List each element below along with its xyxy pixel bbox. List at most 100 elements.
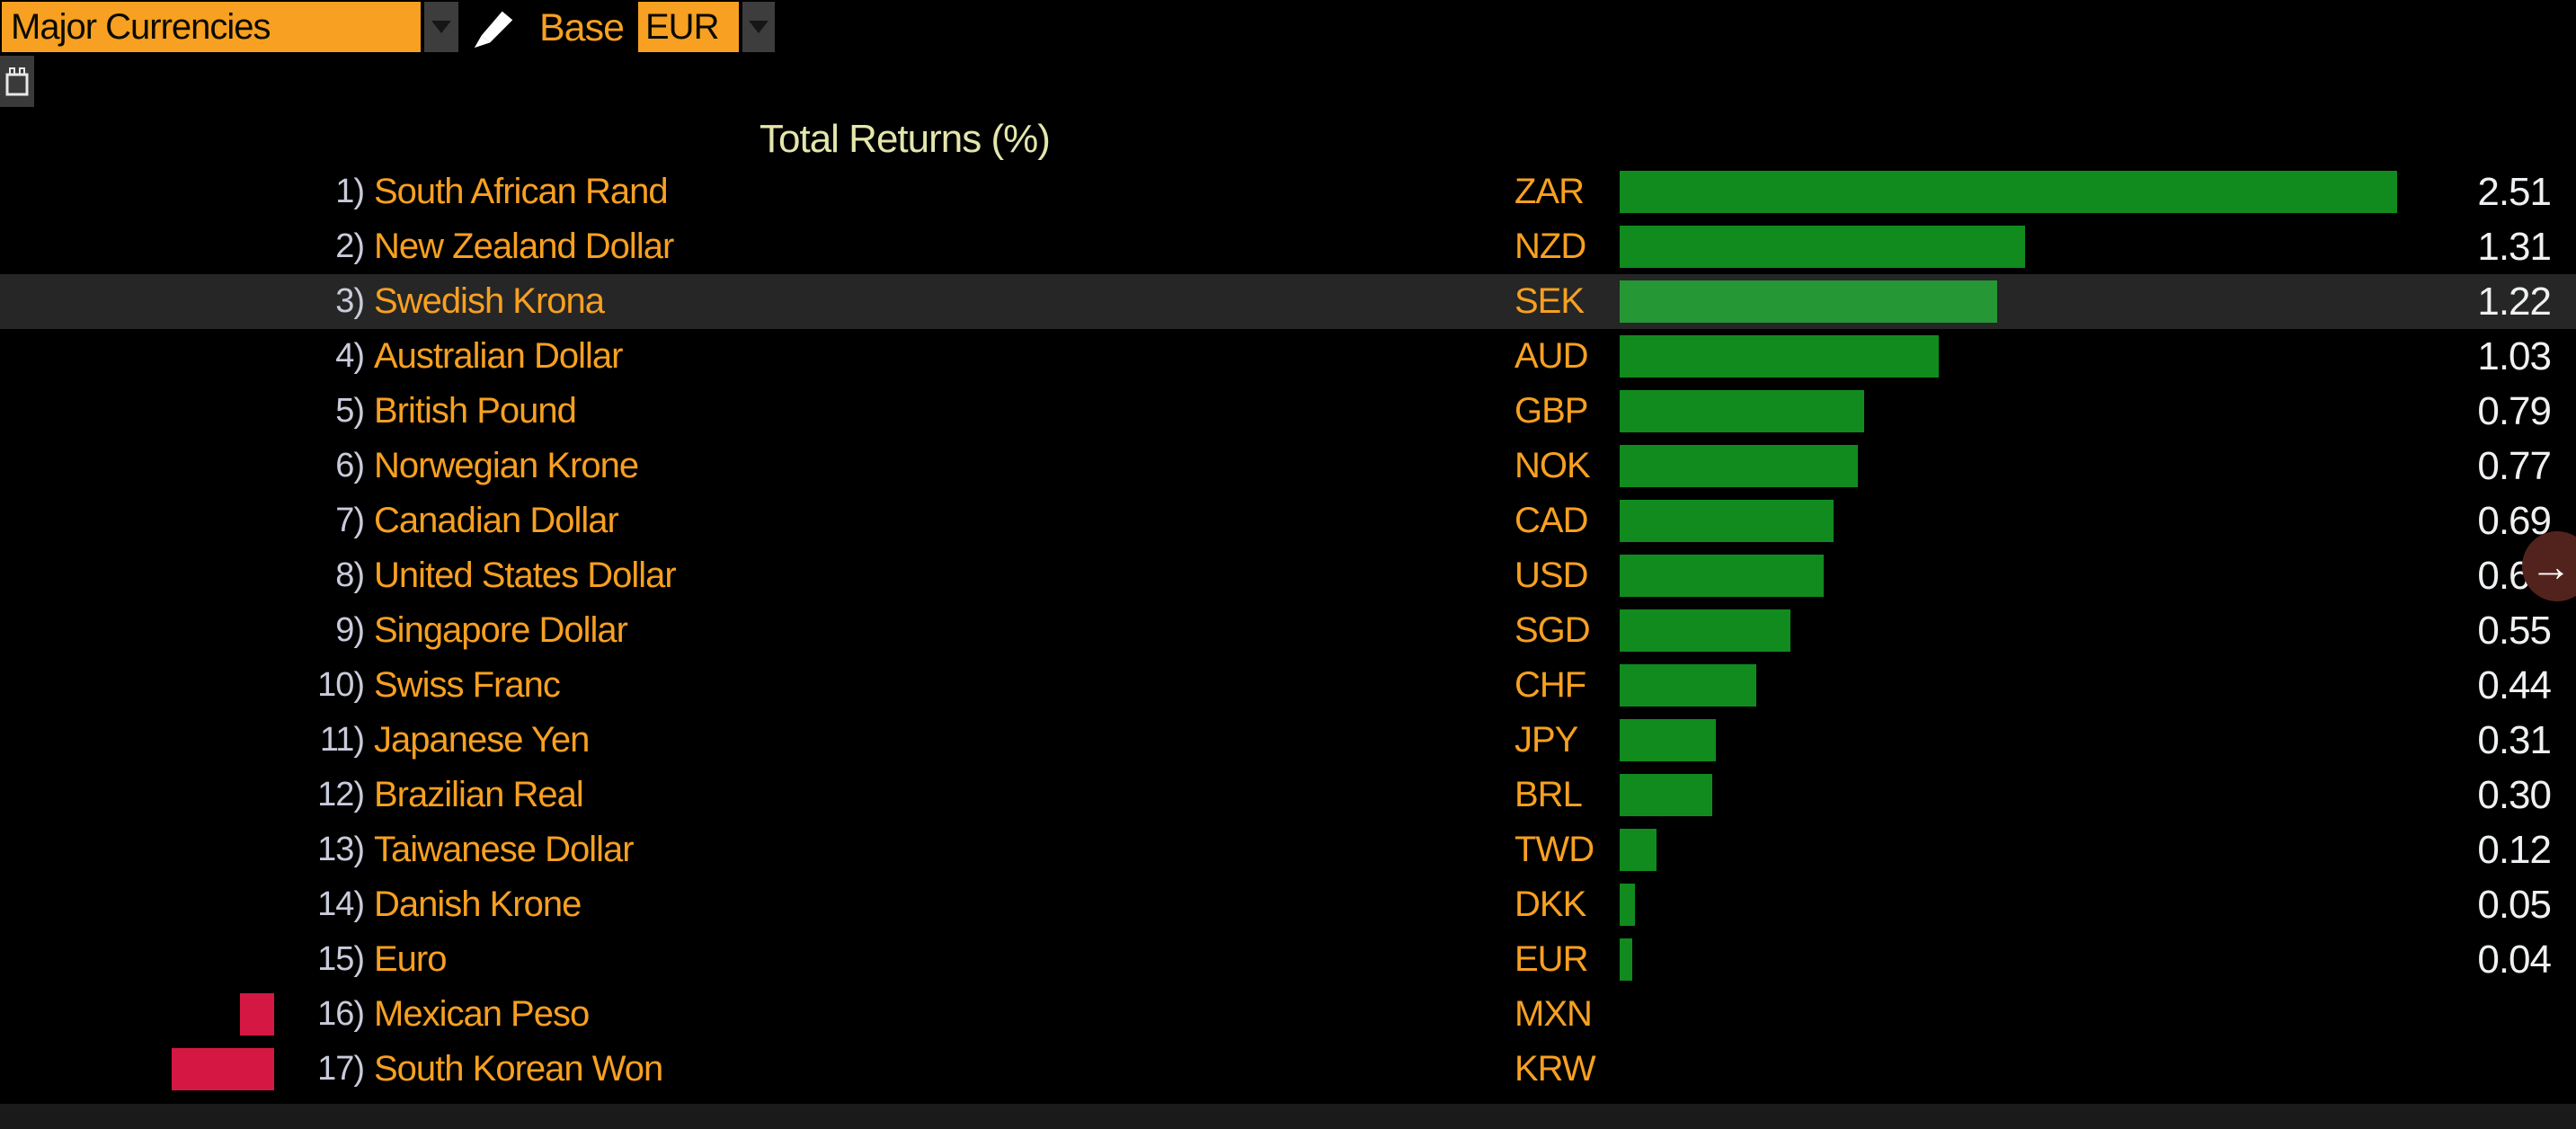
return-bar-positive — [1620, 445, 1858, 487]
preset-dropdown-button[interactable] — [424, 2, 458, 52]
row-rank: 2) — [335, 227, 365, 265]
chevron-down-icon — [431, 21, 451, 33]
currency-row[interactable]: 13) Taiwanese Dollar TWD 0.12 — [0, 822, 2576, 877]
return-value: 1.22 — [2477, 280, 2552, 324]
currency-row[interactable]: 3) Swedish Krona SEK 1.22 — [0, 274, 2576, 329]
currency-row[interactable]: 8) United States Dollar USD 0.66 — [0, 548, 2576, 603]
return-bar-positive — [1620, 226, 2025, 268]
return-value: 0.05 — [2477, 883, 2552, 927]
currency-code: ZAR — [1515, 172, 1585, 211]
page-title: Total Returns (%) — [759, 117, 1051, 161]
currency-code: BRL — [1515, 775, 1583, 814]
currency-code: TWD — [1515, 830, 1594, 869]
row-rank: 16) — [317, 995, 365, 1033]
currency-row[interactable]: 14) Danish Krone DKK 0.05 — [0, 877, 2576, 932]
return-bar-positive — [1620, 719, 1716, 761]
currency-row[interactable]: 17) South Korean Won KRW — [0, 1042, 2576, 1097]
currency-name: Euro — [374, 939, 447, 979]
currency-row[interactable]: 7) Canadian Dollar CAD 0.69 — [0, 493, 2576, 548]
return-value: 0.04 — [2477, 938, 2552, 982]
currency-name: Swiss Franc — [374, 665, 561, 705]
currency-name: Swedish Krona — [374, 281, 605, 321]
currency-name: Norwegian Krone — [374, 446, 639, 485]
return-value: 0.66 — [2477, 554, 2552, 598]
return-bar-positive — [1620, 938, 1632, 981]
currency-code: JPY — [1515, 720, 1578, 760]
panel-icon — [5, 67, 29, 95]
currency-row[interactable]: 15) Euro EUR 0.04 — [0, 932, 2576, 987]
currency-row[interactable]: 2) New Zealand Dollar NZD 1.31 — [0, 219, 2576, 274]
row-rank: 5) — [335, 392, 365, 430]
row-rank: 3) — [335, 282, 365, 320]
currency-row[interactable]: 4) Australian Dollar AUD 1.03 — [0, 329, 2576, 384]
row-rank: 12) — [317, 776, 365, 813]
return-bar-positive — [1620, 774, 1712, 816]
currency-code: SGD — [1515, 610, 1591, 650]
return-value: 0.69 — [2477, 499, 2552, 543]
bottom-strip — [0, 1104, 2576, 1129]
row-rank: 13) — [317, 831, 365, 868]
return-bar-positive — [1620, 171, 2397, 213]
currency-row[interactable]: 1) South African Rand ZAR 2.51 — [0, 164, 2576, 219]
currency-code: NZD — [1515, 227, 1586, 266]
currency-row[interactable]: 11) Japanese Yen JPY 0.31 — [0, 713, 2576, 768]
return-bar-negative — [240, 993, 274, 1036]
currency-row[interactable]: 9) Singapore Dollar SGD 0.55 — [0, 603, 2576, 658]
row-rank: 14) — [317, 885, 365, 923]
currency-code: AUD — [1515, 336, 1588, 376]
currency-name: British Pound — [374, 391, 577, 431]
currency-name: Danish Krone — [374, 885, 582, 924]
row-rank: 6) — [335, 447, 365, 484]
return-bar-positive — [1620, 390, 1864, 432]
return-value: 0.30 — [2477, 773, 2552, 817]
currency-name: Singapore Dollar — [374, 610, 628, 650]
return-value: 1.03 — [2477, 334, 2552, 378]
return-bar-positive — [1620, 884, 1635, 926]
currency-name: Mexican Peso — [374, 994, 590, 1034]
return-value: 0.44 — [2477, 663, 2552, 707]
return-value: 0.77 — [2477, 444, 2552, 488]
edit-button[interactable] — [467, 2, 523, 52]
return-bar-positive — [1620, 280, 1997, 323]
currency-name: United States Dollar — [374, 556, 677, 595]
base-label: Base — [539, 6, 625, 49]
row-rank: 10) — [317, 666, 365, 704]
currency-name: Brazilian Real — [374, 775, 584, 814]
currency-code: USD — [1515, 556, 1588, 595]
row-rank: 9) — [335, 611, 365, 649]
row-rank: 17) — [317, 1050, 365, 1088]
return-bar-negative — [172, 1048, 274, 1090]
currency-row[interactable]: 10) Swiss Franc CHF 0.44 — [0, 658, 2576, 713]
row-rank: 8) — [335, 556, 365, 594]
panel-button[interactable] — [0, 56, 34, 107]
return-bar-positive — [1620, 609, 1790, 652]
currency-name: South Korean Won — [374, 1049, 663, 1089]
base-dropdown[interactable]: EUR — [638, 2, 739, 52]
return-bar-positive — [1620, 335, 1939, 378]
currency-row[interactable]: 5) British Pound GBP 0.79 — [0, 384, 2576, 439]
currency-code: NOK — [1515, 446, 1591, 485]
return-bar-positive — [1620, 829, 1657, 871]
currency-row[interactable]: 16) Mexican Peso MXN — [0, 987, 2576, 1042]
scroll-right-button[interactable]: → — [2522, 531, 2576, 601]
base-dropdown-button[interactable] — [742, 2, 775, 52]
currency-name: South African Rand — [374, 172, 669, 211]
currency-code: MXN — [1515, 994, 1593, 1034]
preset-dropdown[interactable]: Major Currencies — [2, 2, 421, 52]
return-bar-positive — [1620, 555, 1824, 597]
currency-code: CHF — [1515, 665, 1586, 705]
currency-code: CAD — [1515, 501, 1588, 540]
row-rank: 7) — [335, 502, 365, 539]
return-value: 2.51 — [2477, 170, 2552, 214]
row-rank: 11) — [319, 721, 365, 759]
return-bar-positive — [1620, 664, 1756, 707]
currency-row[interactable]: 12) Brazilian Real BRL 0.30 — [0, 768, 2576, 822]
row-rank: 1) — [335, 173, 365, 210]
row-rank: 4) — [335, 337, 365, 375]
chevron-down-icon — [749, 21, 768, 33]
currency-name: Japanese Yen — [374, 720, 590, 760]
pencil-icon — [474, 11, 513, 49]
currency-row[interactable]: 6) Norwegian Krone NOK 0.77 — [0, 439, 2576, 493]
row-rank: 15) — [317, 940, 365, 978]
